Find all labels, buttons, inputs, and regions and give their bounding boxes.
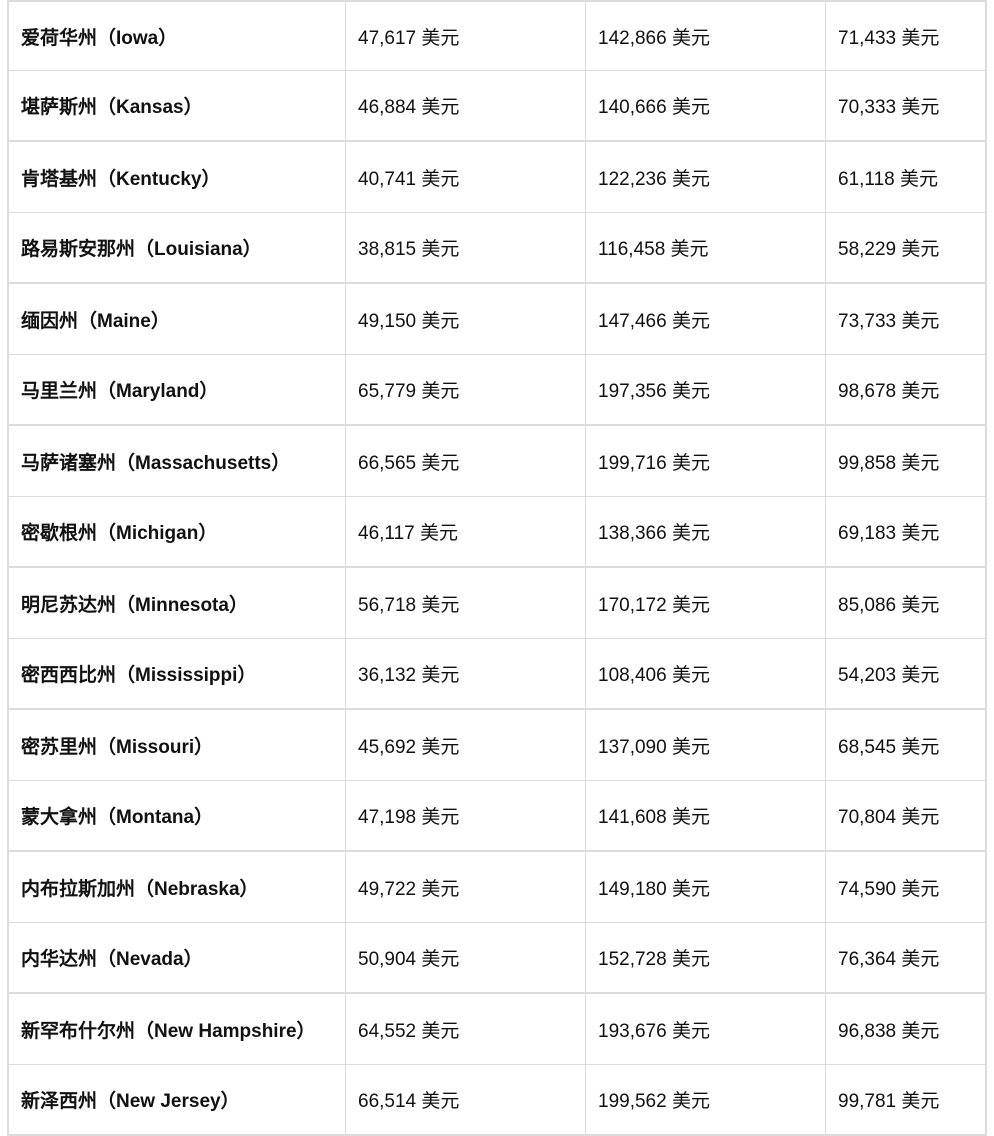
amount-cell: 137,090 美元 (586, 710, 826, 780)
amount-cell: 122,236 美元 (586, 142, 826, 212)
amount-cell: 98,678 美元 (838, 381, 940, 402)
state-name-cell: 路易斯安那州（Louisiana） (9, 213, 346, 282)
state-name-cell: 密苏里州（Missouri） (9, 710, 346, 780)
state-name-cell: 密歇根州（Michigan） (9, 497, 346, 566)
amount-cell: 152,728 美元 (586, 923, 826, 992)
amount-cell: 99,781 美元 (838, 1091, 940, 1112)
amount-cell: 199,562 美元 (586, 1065, 826, 1134)
amount-cell: 108,406 美元 (586, 639, 826, 708)
amount-cell: 197,356 美元 (586, 355, 826, 424)
amount-cell: 69,183 美元 (838, 523, 940, 544)
amount-cell: 73,733 美元 (838, 310, 940, 332)
amount-cell: 170,172 美元 (586, 568, 826, 638)
amount-cell: 142,866 美元 (586, 2, 826, 70)
table-row: 堪萨斯州（Kansas） 46,884 美元 140,666 美元 70,333 美元 (9, 71, 985, 142)
amount-cell: 49,722 美元 (346, 852, 586, 922)
state-name-cell: 爱荷华州（Iowa） (9, 2, 346, 70)
amount-cell: 46,884 美元 (346, 71, 586, 140)
amount-cell: 46,117 美元 (346, 497, 586, 566)
table-row: 新罕布什尔州（New Hampshire） 64,552 美元 193,676 美元… (9, 994, 985, 1065)
table-row: 马萨诸塞州（Massachusetts） 66,565 美元 199,716 美元 9… (9, 426, 985, 497)
amount-cell: 66,514 美元 (346, 1065, 586, 1134)
amount-cell: 140,666 美元 (586, 71, 826, 140)
amount-cell: 74,590 美元 (838, 878, 940, 900)
table-row: 密歇根州（Michigan） 46,117 美元 138,366 美元 69,183 … (9, 497, 985, 568)
amount-cell: 49,150 美元 (346, 284, 586, 354)
amount-cell: 36,132 美元 (346, 639, 586, 708)
amount-cell: 71,433 美元 (838, 27, 940, 49)
state-name-cell: 马萨诸塞州（Massachusetts） (9, 426, 346, 496)
amount-cell: 193,676 美元 (586, 994, 826, 1064)
state-name-cell: 肯塔基州（Kentucky） (9, 142, 346, 212)
state-name-cell: 内布拉斯加州（Nebraska） (9, 852, 346, 922)
state-name-cell: 明尼苏达州（Minnesota） (9, 568, 346, 638)
table-row: 内华达州（Nevada） 50,904 美元 152,728 美元 76,364 美元 (9, 923, 985, 994)
state-name-cell: 堪萨斯州（Kansas） (9, 71, 346, 140)
amount-cell: 76,364 美元 (838, 949, 940, 970)
amount-cell: 58,229 美元 (838, 239, 940, 260)
amount-cell: 149,180 美元 (586, 852, 826, 922)
state-name-cell: 马里兰州（Maryland） (9, 355, 346, 424)
amount-cell: 68,545 美元 (838, 736, 940, 758)
amount-cell: 65,779 美元 (346, 355, 586, 424)
amount-cell: 38,815 美元 (346, 213, 586, 282)
amount-cell: 70,804 美元 (838, 807, 940, 828)
amount-cell: 61,118 美元 (838, 168, 938, 190)
state-name-cell: 密西西比州（Mississippi） (9, 639, 346, 708)
amount-cell: 50,904 美元 (346, 923, 586, 992)
state-name-cell: 蒙大拿州（Montana） (9, 781, 346, 850)
table-row: 缅因州（Maine） 49,150 美元 147,466 美元 73,733 美元 (9, 284, 985, 355)
amount-cell: 45,692 美元 (346, 710, 586, 780)
table-row: 密苏里州（Missouri） 45,692 美元 137,090 美元 68,545 … (9, 710, 985, 781)
amount-cell: 141,608 美元 (586, 781, 826, 850)
amount-cell: 116,458 美元 (586, 213, 826, 282)
amount-cell: 199,716 美元 (586, 426, 826, 496)
amount-cell: 56,718 美元 (346, 568, 586, 638)
state-name-cell: 新泽西州（New Jersey） (9, 1065, 346, 1134)
table-row: 爱荷华州（Iowa） 47,617 美元 142,866 美元 71,433 美元 (9, 2, 985, 71)
amount-cell: 66,565 美元 (346, 426, 586, 496)
table-row: 明尼苏达州（Minnesota） 56,718 美元 170,172 美元 85,08… (9, 568, 985, 639)
state-income-table: 爱荷华州（Iowa） 47,617 美元 142,866 美元 71,433 美元堪萨… (7, 0, 987, 1136)
amount-cell: 64,552 美元 (346, 994, 586, 1064)
table-row: 蒙大拿州（Montana） 47,198 美元 141,608 美元 70,804 美… (9, 781, 985, 852)
amount-cell: 47,198 美元 (346, 781, 586, 850)
amount-cell: 47,617 美元 (346, 2, 586, 70)
table-row: 内布拉斯加州（Nebraska） 49,722 美元 149,180 美元 74,59… (9, 852, 985, 923)
amount-cell: 147,466 美元 (586, 284, 826, 354)
table-row: 马里兰州（Maryland） 65,779 美元 197,356 美元 98,678 … (9, 355, 985, 426)
amount-cell: 85,086 美元 (838, 594, 940, 616)
table-row: 肯塔基州（Kentucky） 40,741 美元 122,236 美元 61,118 … (9, 142, 985, 213)
table-row: 密西西比州（Mississippi） 36,132 美元 108,406 美元 54,… (9, 639, 985, 710)
table-row: 路易斯安那州（Louisiana） 38,815 美元 116,458 美元 58,2… (9, 213, 985, 284)
amount-cell: 96,838 美元 (838, 1020, 940, 1042)
amount-cell: 138,366 美元 (586, 497, 826, 566)
amount-cell: 40,741 美元 (346, 142, 586, 212)
amount-cell: 54,203 美元 (838, 665, 940, 686)
state-name-cell: 内华达州（Nevada） (9, 923, 346, 992)
state-name-cell: 缅因州（Maine） (9, 284, 346, 354)
table-row: 新泽西州（New Jersey） 66,514 美元 199,562 美元 99,78… (9, 1065, 985, 1136)
amount-cell: 70,333 美元 (838, 97, 940, 118)
state-name-cell: 新罕布什尔州（New Hampshire） (9, 994, 346, 1064)
amount-cell: 99,858 美元 (838, 452, 940, 474)
